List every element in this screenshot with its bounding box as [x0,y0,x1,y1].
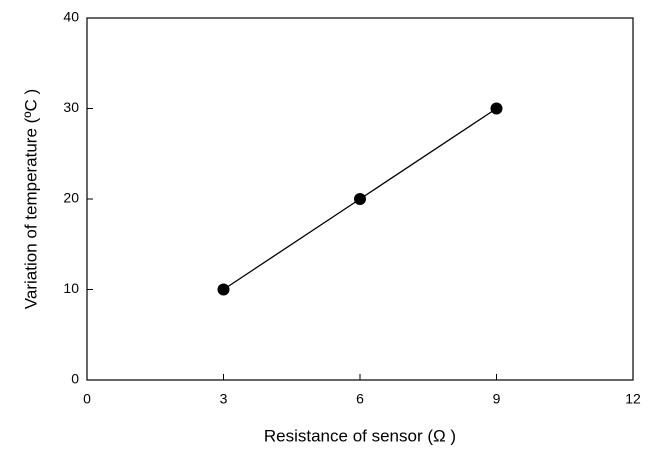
y-tick-label: 20 [63,190,79,206]
y-tick-label: 40 [63,9,79,25]
x-tick-label: 9 [493,391,501,407]
marker [490,102,503,115]
x-tick-label: 0 [83,391,91,407]
x-tick-label: 6 [356,391,364,407]
x-tick-label: 12 [625,391,641,407]
y-tick-label: 10 [63,280,79,296]
x-axis-label: Resistance of sensor (Ω ) [264,426,456,445]
marker [217,283,230,296]
y-tick-label: 0 [71,371,79,387]
y-axis-label: Variation of temperature (ºC ) [21,89,40,309]
y-tick-label: 30 [63,99,79,115]
marker [354,193,366,205]
x-tick-label: 3 [220,391,228,407]
